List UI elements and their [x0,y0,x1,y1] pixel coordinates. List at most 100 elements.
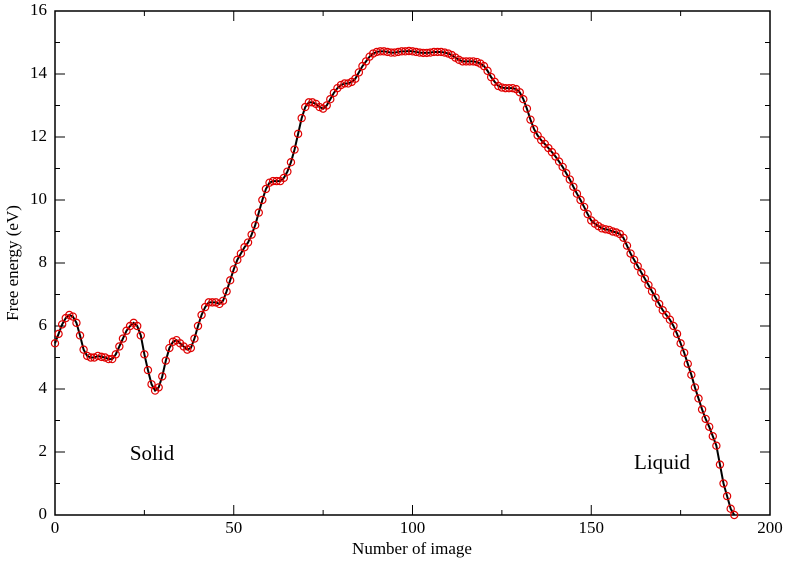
x-tick-label: 200 [757,518,783,537]
marker [229,265,238,274]
marker [515,88,524,97]
marker [104,354,113,364]
y-tick-label: 6 [39,315,48,334]
marker [529,124,539,134]
marker [326,94,335,104]
marker [712,441,721,450]
marker [279,173,288,183]
marker [261,184,271,194]
marker [687,370,696,380]
marker [50,339,60,348]
marker [644,280,653,290]
marker [158,372,167,381]
x-tick-label: 50 [225,518,242,537]
marker [247,230,256,239]
x-tick-label: 0 [51,518,60,537]
marker [629,255,639,265]
marker [730,510,739,520]
marker [715,460,725,469]
marker [222,287,231,296]
y-tick-label: 0 [39,504,48,523]
marker [640,274,650,283]
annotation: Solid [130,441,175,465]
marker [297,113,306,123]
marker [701,414,710,424]
marker [143,365,153,375]
marker [633,261,642,271]
marker [258,195,267,205]
y-tick-label: 10 [30,189,47,208]
marker [562,169,571,178]
marker [697,405,707,414]
marker [190,334,199,343]
y-tick-label: 14 [30,63,48,82]
marker [72,318,81,328]
marker [236,249,246,258]
x-axis-label: Number of image [352,539,472,558]
marker [526,115,535,124]
marker [286,157,296,167]
marker [322,101,331,110]
marker [57,320,67,329]
marker [147,380,156,389]
plot-frame [54,10,771,516]
marker [186,343,196,353]
marker [75,331,85,340]
marker [572,189,582,198]
marker [197,310,206,320]
marker [193,321,203,331]
marker [705,422,714,431]
marker [161,356,171,365]
marker [576,195,585,205]
marker [508,83,517,93]
marker [690,383,700,392]
marker [115,342,124,351]
marker [669,321,678,331]
marker [354,68,364,77]
marker [250,220,260,230]
marker [233,255,242,265]
marker [672,329,682,339]
marker [665,315,675,324]
marker [722,491,732,501]
y-tick-label: 4 [39,378,48,397]
annotation: Liquid [634,450,690,474]
marker [622,241,632,250]
marker [619,233,628,242]
marker [243,238,253,247]
marker [351,74,360,83]
marker [719,479,728,488]
marker [218,296,228,305]
marker [118,334,128,343]
marker [290,145,299,154]
marker [79,345,88,354]
marker [522,104,532,113]
x-tick-label: 100 [400,518,426,537]
marker [293,129,303,139]
marker [654,299,664,309]
marker [680,348,689,357]
marker [68,312,78,321]
marker [683,359,692,368]
marker [272,176,281,186]
marker [608,227,617,236]
marker [154,383,163,392]
y-tick-label: 2 [39,441,48,460]
marker [283,167,292,176]
x-tick-label: 150 [579,518,605,537]
marker [637,268,646,277]
marker [694,394,703,403]
marker [165,343,174,353]
marker [254,208,263,217]
marker [483,66,492,76]
marker [647,287,657,296]
y-tick-label: 8 [39,252,48,271]
marker [558,162,567,172]
marker [676,339,685,348]
marker [54,329,63,339]
marker [111,350,120,359]
marker [140,350,149,359]
marker [565,175,575,184]
marker [136,331,145,340]
